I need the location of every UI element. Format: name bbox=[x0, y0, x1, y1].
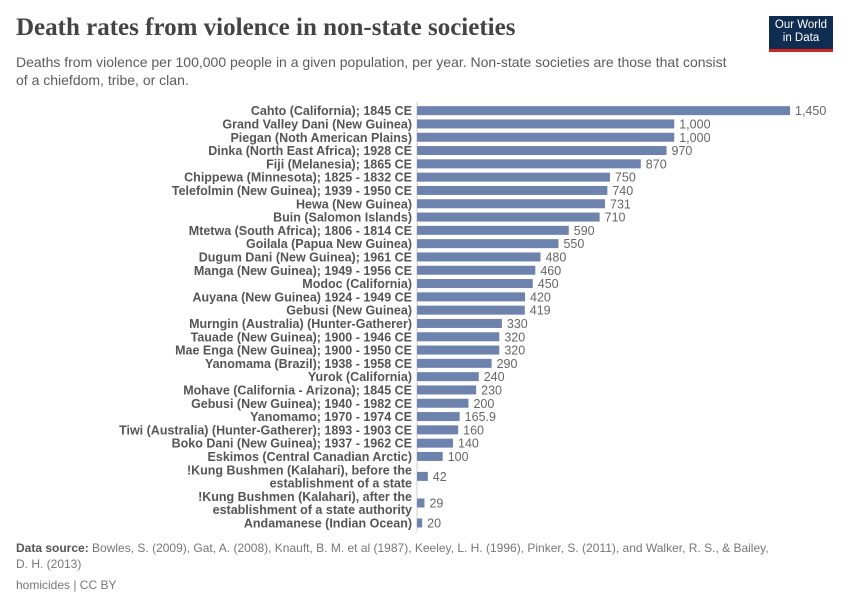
category-label: Dinka (North East Africa); 1928 CE bbox=[208, 144, 412, 158]
category-label: Fiji (Melanesia); 1865 CE bbox=[266, 157, 412, 171]
bar[interactable] bbox=[417, 438, 454, 448]
category-label: !Kung Bushmen (Kalahari), before the esta… bbox=[187, 463, 412, 490]
value-label: 290 bbox=[497, 357, 518, 371]
category-label: Dugum Dani (New Guinea); 1961 CE bbox=[199, 250, 412, 264]
bar[interactable] bbox=[417, 132, 675, 142]
bar[interactable] bbox=[417, 412, 460, 422]
bar[interactable] bbox=[417, 252, 541, 262]
value-label: 450 bbox=[538, 277, 559, 291]
category-label: !Kung Bushmen (Kalahari), after the estab… bbox=[198, 490, 412, 517]
value-label: 1,000 bbox=[679, 117, 710, 131]
bar[interactable] bbox=[417, 518, 423, 528]
value-label: 42 bbox=[433, 470, 447, 484]
category-label: Hewa (New Guinea) bbox=[296, 197, 412, 211]
bar[interactable] bbox=[417, 358, 492, 368]
value-label: 230 bbox=[481, 383, 502, 397]
bar[interactable] bbox=[417, 451, 443, 461]
category-label: Telefolmin (New Guinea); 1939 - 1950 CE bbox=[172, 184, 412, 198]
bar[interactable] bbox=[417, 398, 469, 408]
bar[interactable] bbox=[417, 292, 526, 302]
bar[interactable] bbox=[417, 146, 667, 156]
category-label: Modoc (California) bbox=[302, 277, 412, 291]
category-label: Buin (Salomon Islands) bbox=[273, 211, 412, 225]
value-label: 165.9 bbox=[465, 410, 496, 424]
value-label: 460 bbox=[540, 264, 561, 278]
data-source: Data source: Bowles, S. (2009), Gat, A. … bbox=[16, 541, 769, 571]
chart-subtitle: Deaths from violence per 100,000 people … bbox=[16, 54, 727, 88]
bar[interactable] bbox=[417, 318, 502, 328]
value-label: 240 bbox=[484, 370, 505, 384]
value-label: 1,450 bbox=[795, 104, 826, 118]
category-label: Mtetwa (South Africa); 1806 - 1814 CE bbox=[189, 224, 412, 238]
chart-title: Death rates from violence in non-state s… bbox=[16, 14, 516, 41]
category-label: Chippewa (Minnesota); 1825 - 1832 CE bbox=[184, 171, 412, 185]
value-label: 419 bbox=[530, 304, 551, 318]
bar[interactable] bbox=[417, 185, 608, 195]
value-label: 750 bbox=[615, 171, 636, 185]
bar[interactable] bbox=[417, 385, 477, 395]
bar[interactable] bbox=[417, 498, 425, 508]
value-label: 160 bbox=[463, 423, 484, 437]
value-label: 29 bbox=[429, 497, 443, 511]
value-label: 320 bbox=[504, 330, 525, 344]
bar[interactable] bbox=[417, 172, 610, 182]
category-label: Gebusi (New Guinea); 1940 - 1982 CE bbox=[191, 397, 412, 411]
category-label: Eskimos (Central Canadian Arctic) bbox=[208, 450, 412, 464]
bar[interactable] bbox=[417, 265, 536, 275]
category-label: Andamanese (Indian Ocean) bbox=[244, 516, 412, 530]
category-label: Mohave (California - Arizona); 1845 CE bbox=[183, 383, 412, 397]
value-label: 20 bbox=[427, 516, 441, 530]
bar[interactable] bbox=[417, 106, 790, 116]
value-label: 420 bbox=[530, 290, 551, 304]
owid-logo[interactable]: Our World in Data bbox=[769, 16, 833, 52]
bar-chart: 1,450 Cahto (California); 1845 CE 1,000 Gra… bbox=[119, 102, 826, 532]
value-label: 320 bbox=[504, 344, 525, 358]
category-label: Murngin (Australia) (Hunter-Gatherer) bbox=[189, 317, 412, 331]
value-label: 140 bbox=[458, 437, 479, 451]
category-label: Yanomamo; 1970 - 1974 CE bbox=[250, 410, 412, 424]
value-label: 740 bbox=[612, 184, 633, 198]
bar[interactable] bbox=[417, 212, 600, 222]
category-label: Grand Valley Dani (New Guinea) bbox=[222, 117, 412, 131]
category-label: Tauade (New Guinea); 1900 - 1946 CE bbox=[191, 330, 412, 344]
value-label: 550 bbox=[563, 237, 584, 251]
category-label: Boko Dani (New Guinea); 1937 - 1962 CE bbox=[172, 437, 412, 451]
category-label: Goilala (Papua New Guinea) bbox=[246, 237, 412, 251]
value-label: 480 bbox=[545, 250, 566, 264]
bar[interactable] bbox=[417, 225, 569, 235]
value-label: 710 bbox=[605, 211, 626, 225]
category-label: Piegan (Noth American Plains) bbox=[230, 131, 412, 145]
bar[interactable] bbox=[417, 332, 500, 342]
bar[interactable] bbox=[417, 239, 559, 249]
category-label: Gebusi (New Guinea) bbox=[286, 304, 412, 318]
category-label: Mae Enga (New Guinea); 1900 - 1950 CE bbox=[175, 344, 412, 358]
category-label: Cahto (California); 1845 CE bbox=[251, 104, 412, 118]
value-label: 731 bbox=[610, 197, 631, 211]
category-label: Tiwi (Australia) (Hunter-Gatherer); 1893… bbox=[119, 423, 412, 437]
bar[interactable] bbox=[417, 345, 500, 355]
bar[interactable] bbox=[417, 471, 428, 481]
category-label: Yurok (California) bbox=[308, 370, 412, 384]
bar[interactable] bbox=[417, 199, 606, 209]
value-label: 1,000 bbox=[679, 131, 710, 145]
license: homicides | CC BY bbox=[16, 578, 117, 592]
category-label: Auyana (New Guinea) 1924 - 1949 CE bbox=[192, 290, 412, 304]
bar[interactable] bbox=[417, 119, 675, 129]
value-label: 590 bbox=[574, 224, 595, 238]
value-label: 200 bbox=[473, 397, 494, 411]
bar[interactable] bbox=[417, 279, 533, 289]
bar[interactable] bbox=[417, 425, 459, 435]
bar[interactable] bbox=[417, 372, 479, 382]
value-label: 100 bbox=[448, 450, 469, 464]
value-label: 870 bbox=[646, 157, 667, 171]
value-label: 330 bbox=[507, 317, 528, 331]
category-label: Manga (New Guinea); 1949 - 1956 CE bbox=[194, 264, 412, 278]
bar[interactable] bbox=[417, 159, 641, 169]
bar[interactable] bbox=[417, 305, 525, 315]
category-label: Yanomama (Brazil); 1938 - 1958 CE bbox=[205, 357, 412, 371]
value-label: 970 bbox=[672, 144, 693, 158]
